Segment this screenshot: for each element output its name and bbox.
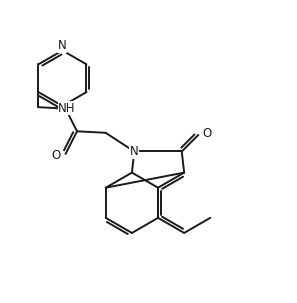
Text: N: N <box>58 39 67 52</box>
Text: O: O <box>51 149 61 162</box>
Text: O: O <box>202 127 211 140</box>
Text: N: N <box>130 145 139 158</box>
Text: NH: NH <box>58 102 76 115</box>
